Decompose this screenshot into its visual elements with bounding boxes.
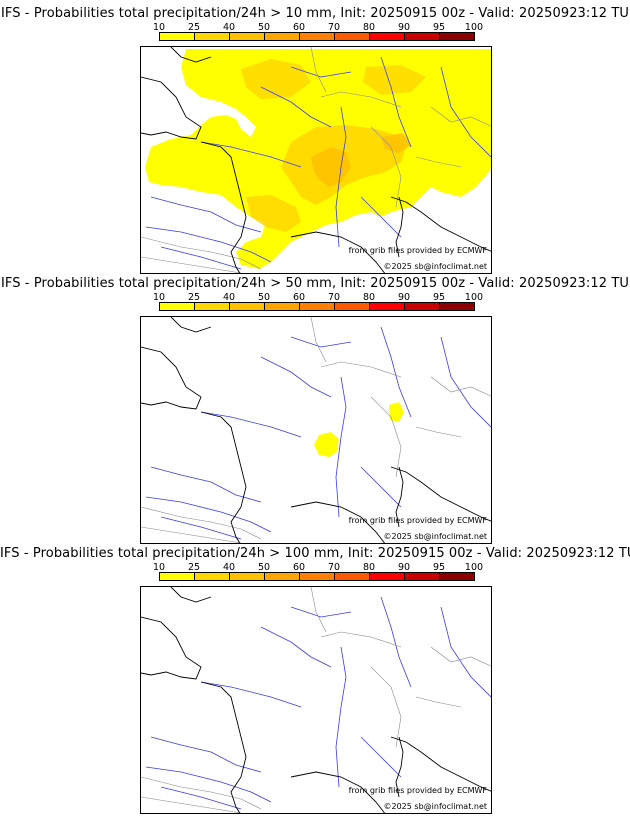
colorbar-swatch <box>265 573 300 580</box>
precip-area-orange <box>311 147 351 187</box>
colorbar-swatch <box>405 303 440 310</box>
colorbar-swatch <box>265 33 300 40</box>
rivers <box>145 56 491 270</box>
colorbar-swatch <box>370 573 405 580</box>
precip-area-orange-2 <box>381 133 411 153</box>
precip-area-yellow-2 <box>389 402 404 422</box>
credit-text: from grib files provided by ECMWF <box>348 786 487 795</box>
credit-text: from grib files provided by ECMWF <box>348 516 487 525</box>
borders <box>141 47 491 273</box>
colorbar-tick: 40 <box>222 22 236 33</box>
coastline <box>141 587 491 813</box>
precip-area-gold-2 <box>246 195 301 232</box>
colorbar-swatch <box>230 33 265 40</box>
colorbar-tick: 40 <box>222 292 236 303</box>
colorbar-swatch <box>195 303 230 310</box>
colorbar-tick: 80 <box>362 562 376 573</box>
coastline <box>141 317 491 543</box>
borders <box>141 317 491 543</box>
colorbar-tick: 70 <box>327 292 341 303</box>
colorbar-tick: 10 <box>152 22 166 33</box>
colorbar-swatch <box>300 303 335 310</box>
colorbar-tick: 100 <box>464 562 484 573</box>
precip-overlay <box>145 49 491 269</box>
probability-map: from grib files provided by ECMWF ©2025 … <box>140 46 492 274</box>
colorbar-swatch <box>300 573 335 580</box>
colorbar-tick: 60 <box>292 562 306 573</box>
panel-title: IFS - Probabilities total precipitation/… <box>0 546 630 561</box>
borders <box>141 587 491 813</box>
colorbar-tick: 60 <box>292 292 306 303</box>
colorbar-labels: 10 25 40 50 60 70 80 90 95 100 <box>152 562 492 574</box>
colorbar-tick: 10 <box>152 562 166 573</box>
colorbar <box>159 572 475 581</box>
colorbar-tick: 25 <box>187 22 201 33</box>
colorbar <box>159 302 475 311</box>
colorbar-swatch <box>230 303 265 310</box>
colorbar-tick: 90 <box>397 22 411 33</box>
colorbar-swatch <box>405 33 440 40</box>
colorbar-swatch <box>440 33 474 40</box>
coastline <box>141 47 491 273</box>
colorbar-tick: 50 <box>257 292 271 303</box>
copyright-text: ©2025 sb@infoclimat.net <box>383 262 488 271</box>
colorbar-swatch <box>160 33 195 40</box>
probability-map: from grib files provided by ECMWF ©2025 … <box>140 316 492 544</box>
colorbar-tick: 25 <box>187 292 201 303</box>
colorbar-tick: 90 <box>397 562 411 573</box>
colorbar-swatch <box>160 303 195 310</box>
precip-area-yellow <box>314 432 339 457</box>
colorbar-tick: 100 <box>464 292 484 303</box>
precip-area-gold-4 <box>363 65 426 95</box>
colorbar-swatch <box>440 573 474 580</box>
colorbar-tick: 70 <box>327 22 341 33</box>
copyright-text: ©2025 sb@infoclimat.net <box>383 802 488 811</box>
colorbar-swatch <box>335 303 370 310</box>
map-panel-3: IFS - Probabilities total precipitation/… <box>0 544 630 814</box>
colorbar-tick: 95 <box>432 22 446 33</box>
panel-title: IFS - Probabilities total precipitation/… <box>0 6 630 21</box>
colorbar-tick: 60 <box>292 22 306 33</box>
precip-area-gold-3 <box>241 59 311 99</box>
colorbar-tick: 100 <box>464 22 484 33</box>
colorbar-swatch <box>195 573 230 580</box>
colorbar-labels: 10 25 40 50 60 70 80 90 95 100 <box>152 292 492 304</box>
colorbar-tick: 90 <box>397 292 411 303</box>
colorbar-swatch <box>195 33 230 40</box>
map-svg <box>141 587 491 813</box>
colorbar-tick: 70 <box>327 562 341 573</box>
colorbar-swatch <box>440 303 474 310</box>
colorbar-tick: 40 <box>222 562 236 573</box>
colorbar-tick: 50 <box>257 562 271 573</box>
colorbar-swatch <box>370 33 405 40</box>
credit-text: from grib files provided by ECMWF <box>348 246 487 255</box>
colorbar-tick: 80 <box>362 292 376 303</box>
colorbar-tick: 10 <box>152 292 166 303</box>
colorbar-tick: 25 <box>187 562 201 573</box>
map-panel-1: IFS - Probabilities total precipitation/… <box>0 4 630 274</box>
probability-map: from grib files provided by ECMWF ©2025 … <box>140 586 492 814</box>
colorbar-tick: 50 <box>257 22 271 33</box>
colorbar-swatch <box>300 33 335 40</box>
colorbar-swatch <box>160 573 195 580</box>
rivers <box>145 326 491 540</box>
colorbar-swatch <box>335 33 370 40</box>
colorbar-labels: 10 25 40 50 60 70 80 90 95 100 <box>152 22 492 34</box>
map-svg <box>141 317 491 543</box>
colorbar-tick: 95 <box>432 292 446 303</box>
precip-overlay <box>314 402 404 457</box>
colorbar-swatch <box>230 573 265 580</box>
map-panel-2: IFS - Probabilities total precipitation/… <box>0 274 630 544</box>
colorbar-tick: 95 <box>432 562 446 573</box>
map-svg <box>141 47 491 273</box>
colorbar-tick: 80 <box>362 22 376 33</box>
copyright-text: ©2025 sb@infoclimat.net <box>383 532 488 541</box>
colorbar-swatch <box>405 573 440 580</box>
colorbar-swatch <box>370 303 405 310</box>
colorbar-swatch <box>265 303 300 310</box>
rivers <box>145 596 491 810</box>
panel-title: IFS - Probabilities total precipitation/… <box>0 276 630 291</box>
colorbar-swatch <box>335 573 370 580</box>
colorbar <box>159 32 475 41</box>
